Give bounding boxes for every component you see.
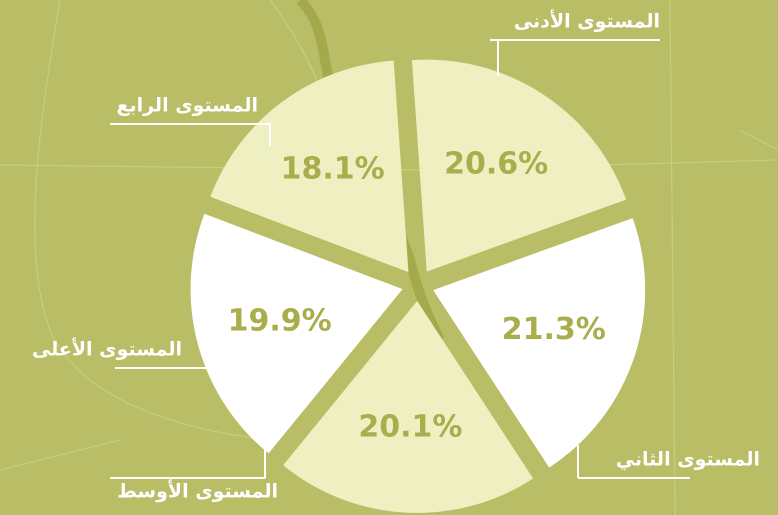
- category-label: المستوى الأوسط: [117, 480, 278, 503]
- pie-slice: [433, 218, 646, 468]
- pie-slice: [283, 300, 534, 513]
- category-label: المستوى الأدنى: [514, 10, 660, 33]
- category-label: المستوى الأعلى: [32, 338, 182, 361]
- leader-line: [490, 39, 660, 76]
- value-label: 21.3%: [502, 312, 606, 347]
- leader-line: [110, 445, 266, 479]
- category-label: المستوى الرابع: [116, 95, 258, 117]
- category-label: المستوى الثاني: [616, 449, 760, 471]
- pie-slice: [411, 59, 627, 272]
- leader-line: [110, 123, 271, 146]
- value-label: 18.1%: [281, 152, 385, 187]
- leader-line: [577, 445, 690, 479]
- value-label: 19.9%: [228, 304, 332, 339]
- pie-slice: [190, 213, 403, 454]
- value-label: 20.6%: [444, 147, 548, 182]
- pie-slice: [210, 60, 409, 273]
- value-label: 20.1%: [358, 410, 462, 445]
